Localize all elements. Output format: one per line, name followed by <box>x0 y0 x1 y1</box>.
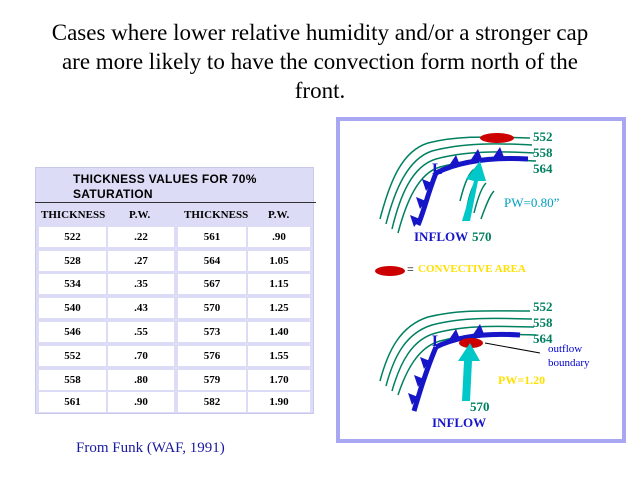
outflow-label: outflow <box>548 343 583 355</box>
top-front-pips <box>410 147 504 227</box>
col-header-thickness-1: THICKNESS <box>41 209 106 221</box>
pw-cell: .70 <box>108 346 174 366</box>
bottom-inflow-arrow <box>458 343 480 401</box>
top-inflow-label: INFLOW <box>414 229 469 244</box>
thickness-cell: 567 <box>178 274 246 294</box>
diagram-drawing <box>375 133 541 412</box>
pw-cell: 1.40 <box>248 322 310 342</box>
thickness-cell: 561 <box>39 392 106 412</box>
pw-cell: 1.15 <box>248 274 310 294</box>
legend-equals: = <box>407 262 414 276</box>
thickness-cell: 522 <box>39 227 106 247</box>
pw-cell: .55 <box>108 322 174 342</box>
pw-cell: .27 <box>108 251 174 271</box>
top-inflow-arrow <box>462 161 486 221</box>
top-contour-552: 552 <box>533 129 553 144</box>
thickness-cell: 582 <box>178 392 246 412</box>
thickness-cell: 579 <box>178 370 246 390</box>
pw-cell: 1.90 <box>248 392 310 412</box>
thickness-cell: 552 <box>39 346 106 366</box>
outflow-boundary-line <box>484 342 541 354</box>
legend-label: CONVECTIVE AREA <box>418 263 526 275</box>
bottom-front-pips <box>408 324 484 405</box>
thickness-table: THICKNESS VALUES FOR 70% SATURATION THIC… <box>35 167 314 414</box>
top-height-contours <box>379 136 537 234</box>
pw-cell: 1.05 <box>248 251 310 271</box>
col-header-pw-1: P.W. <box>129 209 151 221</box>
top-pw-label: PW=0.80” <box>504 195 560 210</box>
bottom-contour-570: 570 <box>470 399 490 414</box>
thickness-cell: 564 <box>178 251 246 271</box>
pw-cell: 1.25 <box>248 298 310 318</box>
bottom-front <box>411 331 521 412</box>
top-contour-570: 570 <box>472 229 492 244</box>
thickness-cell: 546 <box>39 322 106 342</box>
pw-cell: .90 <box>248 227 310 247</box>
bottom-inflow-label: INFLOW <box>432 415 487 430</box>
thickness-cell: 561 <box>178 227 246 247</box>
top-contour-558: 558 <box>533 145 553 160</box>
col-header-pw-2: P.W. <box>268 209 290 221</box>
weather-diagram: 552 558 564 L PW=0.80” INFLOW 570 = CONV… <box>336 117 626 443</box>
top-front <box>415 156 529 226</box>
source-credit: From Funk (WAF, 1991) <box>76 440 225 456</box>
pw-cell: 1.70 <box>248 370 310 390</box>
bottom-pw-label: PW=1.20 <box>498 373 546 387</box>
thickness-cell: 534 <box>39 274 106 294</box>
bottom-contour-552: 552 <box>533 299 553 314</box>
boundary-label: boundary <box>548 357 590 369</box>
table-header-rule <box>35 202 316 203</box>
col-header-thickness-2: THICKNESS <box>184 209 249 221</box>
pw-cell: .22 <box>108 227 174 247</box>
top-contour-564: 564 <box>533 161 553 176</box>
thickness-cell: 558 <box>39 370 106 390</box>
pw-cell: .35 <box>108 274 174 294</box>
bottom-contour-558: 558 <box>533 315 553 330</box>
top-convective-area <box>480 133 514 143</box>
bottom-convective-area <box>459 338 483 348</box>
thickness-cell: 576 <box>178 346 246 366</box>
thickness-cell: 570 <box>178 298 246 318</box>
thickness-cell: 528 <box>39 251 106 271</box>
pw-cell: .80 <box>108 370 174 390</box>
bottom-height-contours <box>379 310 537 396</box>
pw-cell: 1.55 <box>248 346 310 366</box>
bottom-low-label: L <box>432 333 443 350</box>
pw-cell: .90 <box>108 392 174 412</box>
thickness-cell: 540 <box>39 298 106 318</box>
bottom-contour-564: 564 <box>533 331 553 346</box>
top-low-label: L <box>432 161 443 178</box>
page-title: Cases where lower relative humidity and/… <box>51 20 589 103</box>
thickness-cell: 573 <box>178 322 246 342</box>
legend-convective-swatch <box>375 266 405 276</box>
pw-cell: .43 <box>108 298 174 318</box>
table-title: THICKNESS VALUES FOR 70% SATURATION <box>73 172 257 201</box>
